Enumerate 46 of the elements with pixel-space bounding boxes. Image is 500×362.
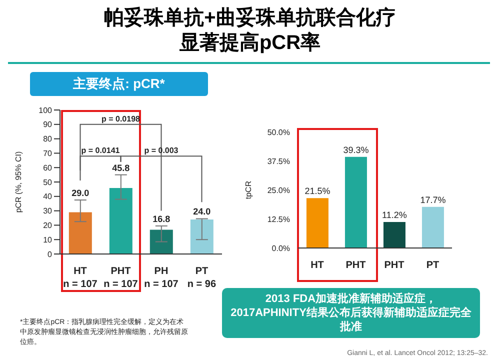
data-label: 24.0 — [193, 206, 211, 217]
x-tick-label: PH n = 107 — [144, 266, 179, 290]
data-label: 16.8 — [152, 214, 170, 224]
x-tick-label: PHT — [384, 260, 404, 271]
y-tick-label: 37.5% — [267, 156, 290, 166]
data-label: 21.5% — [304, 186, 330, 196]
y-tick-label: 60 — [43, 163, 53, 172]
x-tick-label: PHT n = 107 — [104, 266, 138, 290]
y-tick-label: 25.0% — [267, 186, 290, 195]
bar — [306, 198, 328, 248]
y-tick-label: 10 — [43, 235, 53, 244]
x-tick-label: HT — [310, 260, 324, 271]
y-tick-label: 50.0% — [267, 128, 290, 137]
bar — [190, 219, 214, 254]
data-label: 45.8 — [112, 162, 130, 173]
y-tick-label: 0 — [48, 250, 53, 259]
x-tick-label: PT — [426, 260, 440, 271]
x-tick-label: PT n = 96 — [187, 266, 216, 290]
bar — [383, 222, 406, 248]
y-tick-label: 0.0% — [272, 244, 290, 253]
x-tick-label: HT n = 107 — [63, 266, 98, 290]
y-tick-label: 80 — [43, 134, 53, 144]
data-label: 11.2% — [382, 210, 407, 220]
annotation: p = 0.0141 — [81, 146, 120, 156]
y-tick-label: 50 — [43, 178, 53, 187]
y-axis-title: tpCR — [244, 180, 253, 200]
text: 2013 FDA加速批准新辅助适应症，2017APHINITY结果公布后获得新辅助适应症完全批准 — [222, 288, 480, 338]
bar — [109, 188, 132, 254]
x-tick-label: PHT — [346, 260, 366, 271]
y-tick-label: 40 — [43, 192, 53, 202]
bar — [422, 206, 444, 248]
data-label: 17.7% — [420, 194, 446, 205]
y-tick-label: 12.5% — [267, 214, 290, 224]
data-label: 39.3% — [343, 144, 369, 155]
bar — [150, 230, 173, 254]
y-tick-label: 90 — [43, 120, 53, 130]
y-tick-label: 70 — [43, 149, 53, 158]
y-tick-label: 30 — [43, 206, 53, 216]
data-label: 29.0 — [72, 188, 90, 198]
y-axis-title: pCR (%, 95% CI) — [14, 150, 23, 213]
chart-title: 帕妥珠单抗+曲妥珠单抗联合化疗显著提高pCR率 — [103, 6, 397, 56]
y-tick-label: 100 — [38, 106, 53, 115]
y-tick-label: 20 — [43, 221, 53, 230]
bar — [68, 212, 92, 254]
bar — [344, 156, 367, 248]
chart-subtitle: 主要终点: pCR* — [30, 72, 208, 96]
